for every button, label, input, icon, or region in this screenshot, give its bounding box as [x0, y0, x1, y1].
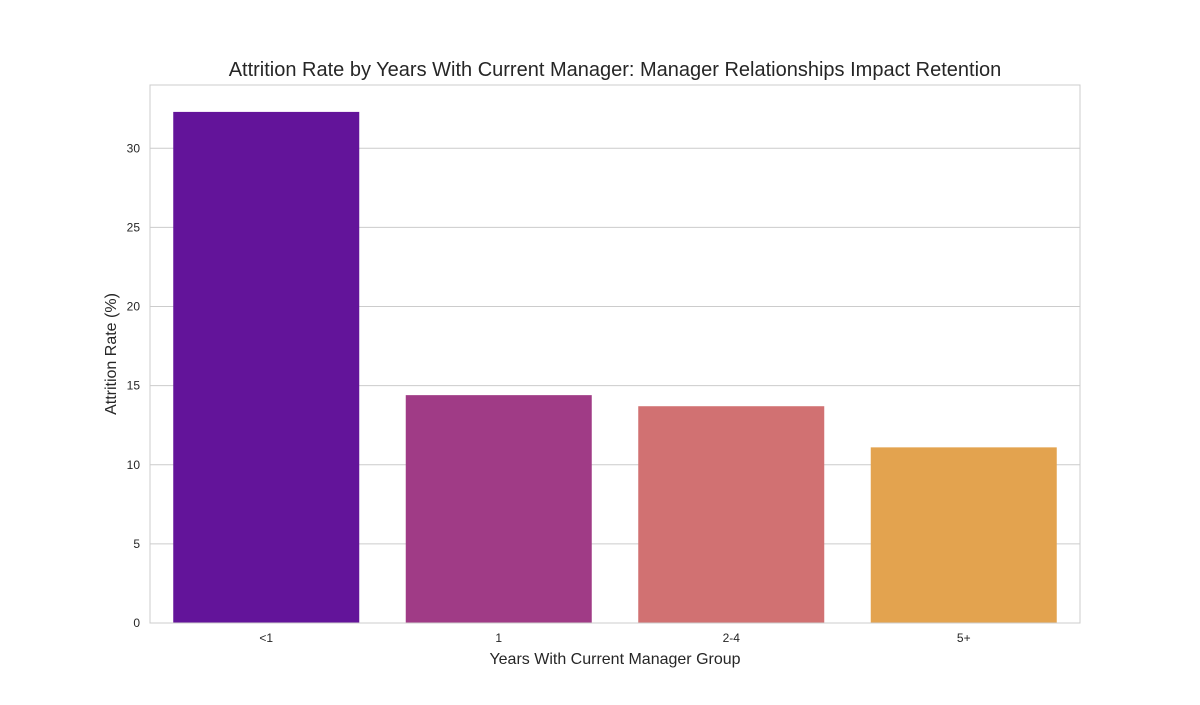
y-tick-label: 0	[133, 616, 140, 630]
x-tick-label: <1	[259, 631, 273, 645]
chart-title: Attrition Rate by Years With Current Man…	[229, 59, 1002, 81]
x-tick-label: 5+	[957, 631, 971, 645]
y-tick-labels: 0 5 10 15 20 25 30	[127, 141, 141, 630]
bar-2	[405, 395, 592, 623]
y-tick-label: 30	[127, 141, 141, 155]
y-tick-label: 15	[127, 379, 141, 393]
x-tick-labels: <1 1 2-4 5+	[259, 631, 970, 645]
y-axis-label: Attrition Rate (%)	[103, 293, 120, 415]
bar-3	[638, 406, 825, 623]
bars	[173, 111, 1057, 624]
x-axis-label: Years With Current Manager Group	[489, 651, 740, 668]
plot-frame	[149, 84, 1081, 624]
bar-1	[173, 111, 360, 624]
y-tick-label: 10	[127, 458, 141, 472]
y-tick-label: 20	[127, 300, 141, 314]
y-tick-label: 25	[127, 220, 141, 234]
y-tick-label: 5	[133, 537, 140, 551]
x-tick-label: 1	[495, 631, 502, 645]
x-tick-label: 2-4	[723, 631, 741, 645]
bar-4	[870, 447, 1057, 623]
